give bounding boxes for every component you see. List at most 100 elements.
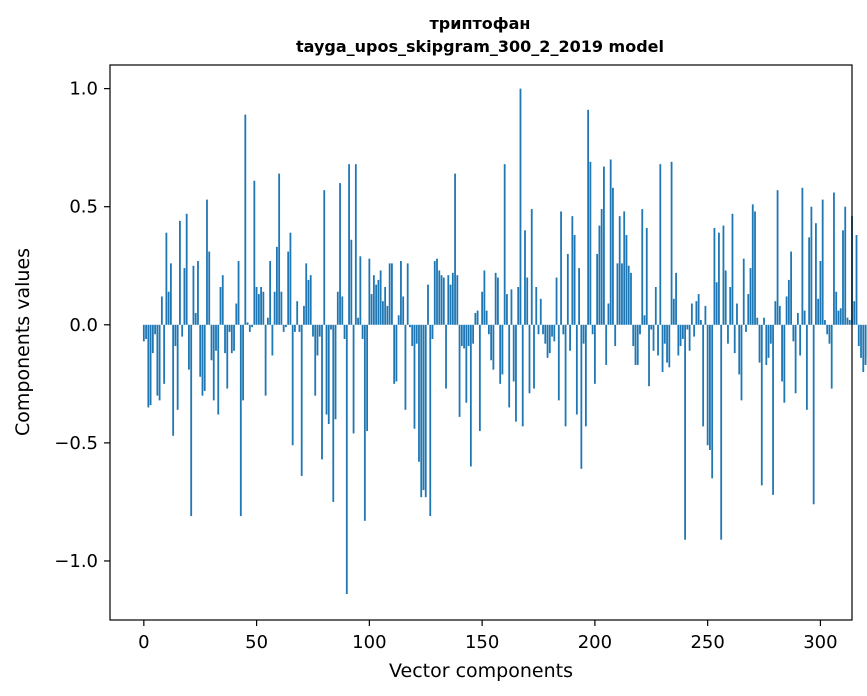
bar-125: [424, 324, 427, 498]
bar-177: [542, 324, 544, 335]
bar-309: [839, 308, 842, 325]
bar-113: [397, 315, 400, 325]
bar-180: [548, 324, 551, 354]
bar-225: [650, 324, 653, 330]
bar-211: [618, 216, 621, 325]
bar-54: [264, 324, 267, 396]
bar-194: [580, 324, 583, 469]
bar-280: [774, 301, 777, 325]
bar-62: [282, 324, 285, 332]
bar-88: [341, 296, 344, 325]
bar-11: [167, 291, 170, 325]
bar-252: [711, 324, 714, 479]
bar-111: [393, 324, 396, 384]
bar-207: [609, 159, 612, 325]
bar-51: [257, 294, 260, 325]
plot-area: [142, 88, 867, 595]
bar-105: [379, 270, 382, 325]
bar-46: [246, 322, 249, 325]
bar-288: [792, 324, 795, 342]
bar-188: [566, 253, 569, 325]
bar-270: [751, 204, 754, 325]
bar-305: [830, 324, 833, 389]
bar-112: [395, 324, 398, 382]
bar-179: [546, 324, 549, 358]
bar-26: [201, 324, 204, 396]
bar-35: [221, 275, 224, 325]
bar-198: [589, 161, 592, 325]
bar-248: [702, 324, 705, 427]
bar-224: [648, 324, 650, 387]
bar-243: [690, 303, 693, 325]
bar-56: [269, 261, 272, 325]
bar-206: [607, 303, 610, 325]
bar-256: [720, 324, 723, 540]
bar-36: [224, 324, 226, 354]
bar-153: [487, 324, 490, 335]
bar-161: [506, 294, 508, 325]
bar-195: [582, 324, 585, 344]
bar-244: [693, 324, 696, 337]
bar-86: [336, 291, 339, 325]
chart-subtitle: tayga_upos_skipgram_300_2_2019 model: [296, 37, 664, 56]
bar-133: [442, 277, 445, 325]
bar-49: [253, 180, 256, 325]
bar-70: [300, 324, 303, 476]
bar-229: [659, 164, 662, 325]
bar-196: [584, 324, 587, 427]
bar-208: [612, 187, 614, 325]
bar-227: [654, 287, 657, 325]
bar-320: [864, 324, 867, 365]
bar-31: [212, 324, 215, 401]
bar-190: [571, 216, 574, 325]
bar-232: [666, 324, 668, 363]
bar-292: [801, 187, 804, 325]
bar-212: [621, 263, 623, 325]
bar-307: [835, 291, 838, 325]
bar-291: [799, 324, 802, 356]
bar-239: [681, 324, 684, 339]
bar-5: [154, 324, 156, 335]
bar-255: [718, 232, 720, 325]
bar-233: [668, 324, 671, 368]
x-tick-label: 100: [352, 632, 386, 653]
bar-157: [497, 277, 499, 325]
bar-22: [192, 265, 195, 325]
bar-1: [145, 324, 147, 339]
bar-242: [688, 324, 691, 351]
bar-201: [596, 253, 599, 325]
bar-284: [783, 324, 786, 403]
bar-136: [449, 284, 452, 325]
bar-129: [433, 261, 436, 325]
bar-34: [219, 287, 222, 325]
bar-269: [749, 268, 752, 325]
bar-271: [754, 211, 756, 325]
bar-263: [736, 303, 738, 325]
bar-160: [503, 164, 506, 325]
bar-38: [228, 324, 231, 332]
bar-178: [544, 324, 547, 344]
bar-231: [663, 324, 666, 344]
bar-140: [458, 324, 461, 417]
bar-30: [210, 324, 213, 361]
bar-318: [860, 324, 862, 358]
bar-53: [262, 291, 265, 325]
bar-311: [844, 206, 847, 325]
bar-294: [805, 324, 808, 410]
bar-200: [593, 324, 596, 384]
bar-156: [494, 272, 497, 325]
bar-221: [641, 209, 644, 325]
bar-150: [481, 291, 484, 325]
bar-182: [553, 324, 556, 342]
bar-293: [803, 310, 806, 325]
bar-169: [524, 230, 526, 325]
bar-82: [327, 324, 330, 424]
bar-65: [289, 232, 292, 325]
bar-142: [463, 324, 465, 349]
bar-205: [605, 324, 608, 365]
bar-127: [429, 324, 432, 517]
bar-134: [445, 324, 447, 389]
bar-124: [422, 324, 425, 491]
y-tick-label: −1.0: [54, 551, 98, 572]
